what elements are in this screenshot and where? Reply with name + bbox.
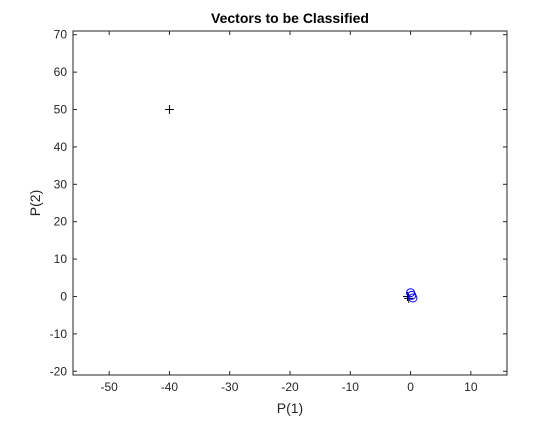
data-points (164, 105, 418, 303)
y-tick-label: 40 (54, 140, 68, 154)
plot-area (72, 30, 508, 376)
chart-title: Vectors to be Classified (211, 10, 369, 26)
y-tick-label: -20 (50, 364, 68, 378)
x-tick-label: -10 (342, 380, 360, 394)
y-tick-label: 20 (54, 215, 68, 229)
x-tick-label: 0 (407, 380, 414, 394)
y-tick-label: 30 (54, 177, 68, 191)
x-axis-label: P(1) (277, 400, 303, 416)
circle-marker (407, 290, 417, 300)
y-tick-label: 50 (54, 103, 68, 117)
y-axis-label: P(2) (27, 190, 43, 216)
x-tick-label: -40 (161, 380, 179, 394)
x-tick-label: 10 (464, 380, 478, 394)
x-axis-ticks: -50 -40 -30 -20 -10 0 10 (100, 31, 478, 394)
x-tick-label: -50 (100, 380, 118, 394)
y-tick-label: 60 (54, 65, 68, 79)
y-axis-ticks: -20 -10 0 10 20 30 40 50 60 70 (50, 28, 507, 378)
y-tick-label: -10 (50, 327, 68, 341)
y-tick-label: 0 (60, 289, 67, 303)
plus-marker (164, 105, 174, 115)
x-tick-label: -20 (281, 380, 299, 394)
x-tick-label: -30 (221, 380, 239, 394)
y-tick-label: 10 (54, 252, 68, 266)
y-tick-label: 70 (54, 28, 68, 42)
